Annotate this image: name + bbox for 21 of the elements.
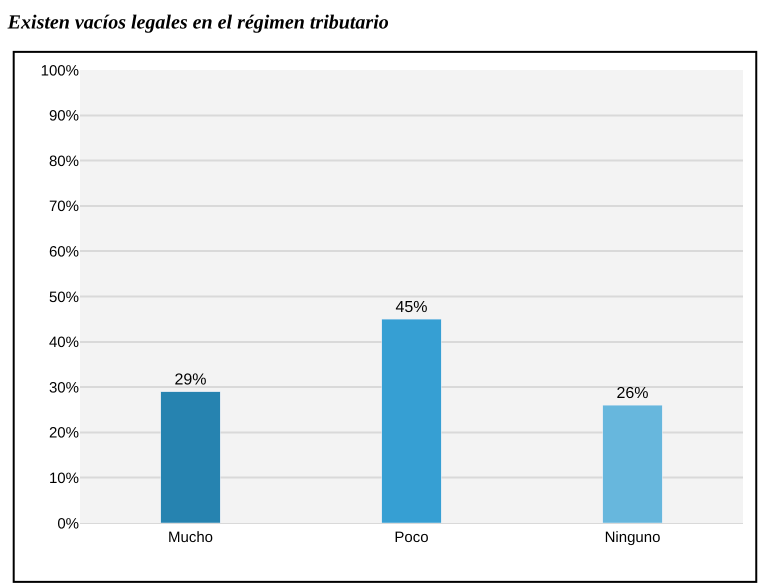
data-label: 26% (616, 385, 649, 402)
x-tick-label: Ninguno (604, 529, 660, 546)
bar (160, 391, 221, 523)
x-tick-label: Mucho (168, 529, 214, 546)
y-tick-label: 80% (48, 152, 79, 170)
y-tick-label: 20% (48, 424, 79, 442)
x-tick-label: Poco (394, 529, 429, 546)
y-tick-label: 30% (48, 379, 79, 396)
y-tick-label: 10% (48, 470, 79, 487)
chart-title: Existen vacíos legales en el régimen tributario (6, 12, 389, 34)
y-tick-label: 100% (40, 62, 79, 80)
y-tick-label: 50% (48, 288, 79, 306)
y-tick-label: 40% (48, 334, 79, 352)
y-tick-label: 90% (48, 108, 79, 125)
bar (602, 404, 663, 523)
y-tick-label: 0% (57, 515, 79, 532)
bar (381, 318, 442, 523)
data-label: 29% (174, 372, 207, 389)
y-tick-label: 60% (48, 243, 79, 260)
data-label: 45% (395, 299, 428, 316)
y-tick-label: 70% (48, 198, 79, 216)
